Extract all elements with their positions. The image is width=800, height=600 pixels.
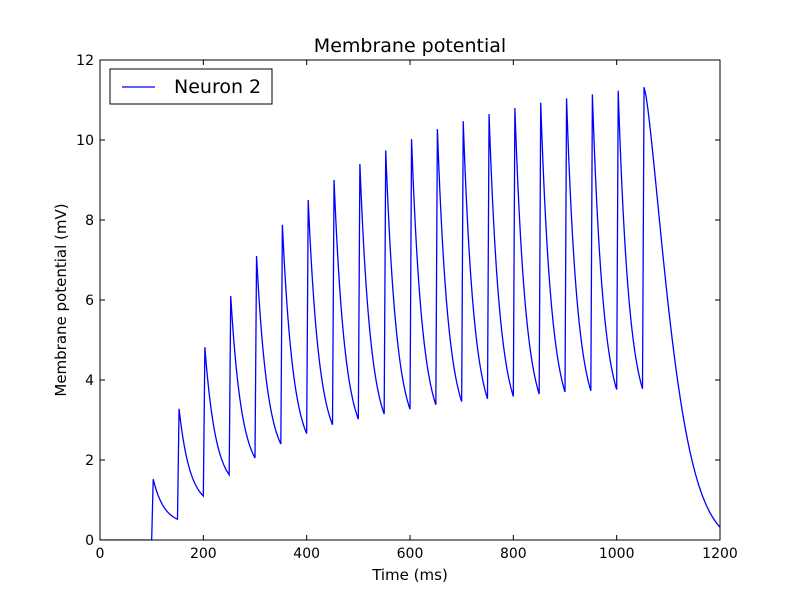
x-tick-label: 1000 <box>599 546 635 562</box>
x-tick-label: 800 <box>500 546 527 562</box>
y-tick-label: 12 <box>76 53 94 69</box>
x-axis-label: Time (ms) <box>371 566 448 584</box>
y-tick-label: 0 <box>85 533 94 549</box>
legend-label-neuron-2: Neuron 2 <box>174 76 261 98</box>
x-tick-label: 1200 <box>702 546 738 562</box>
chart-title: Membrane potential <box>314 35 506 57</box>
y-axis-ticks: 0 2 4 6 8 10 12 <box>76 53 720 549</box>
series-line-neuron-2 <box>100 87 720 540</box>
x-tick-label: 200 <box>190 546 217 562</box>
y-tick-label: 8 <box>85 213 94 229</box>
y-axis-label: Membrane potential (mV) <box>52 203 70 396</box>
y-tick-label: 4 <box>85 373 94 389</box>
y-tick-label: 10 <box>76 133 94 149</box>
x-tick-label: 0 <box>96 546 105 562</box>
x-tick-label: 600 <box>397 546 424 562</box>
y-tick-label: 6 <box>85 293 94 309</box>
x-tick-label: 400 <box>293 546 320 562</box>
y-tick-label: 2 <box>85 453 94 469</box>
x-axis-ticks: 0 200 400 600 800 1000 1200 <box>96 60 738 562</box>
legend: Neuron 2 <box>109 68 273 105</box>
